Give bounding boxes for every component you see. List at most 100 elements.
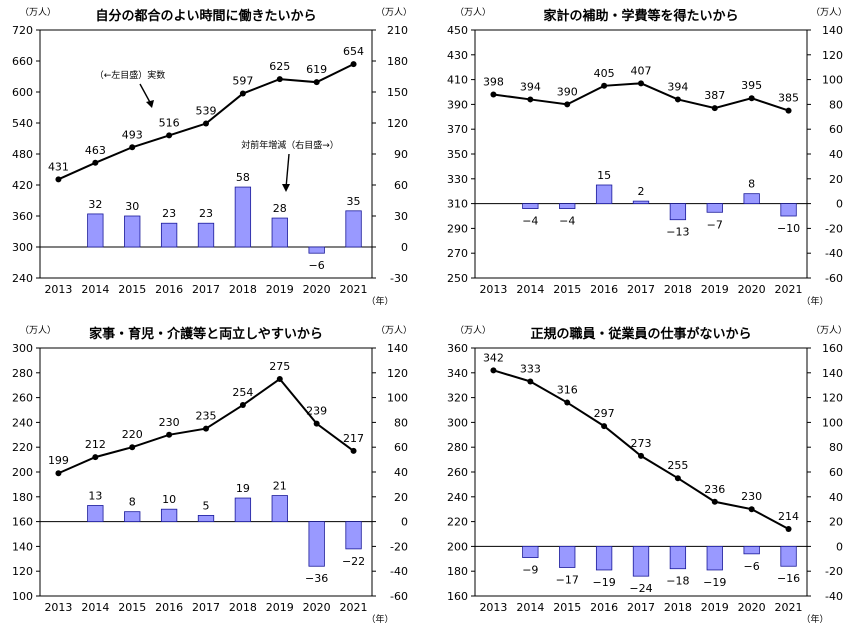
c3-x-tick-label: 2014 (81, 601, 109, 614)
chart-panel-3: 家事・育児・介護等と両立しやすいから （万人） （万人） 100 120 140 160 18… (0, 318, 430, 633)
c3-left-tick-label: 200 (12, 466, 33, 479)
c1-line-label: 516 (159, 116, 180, 129)
c2-right-tick-label: -60 (825, 272, 843, 285)
c4-line-label: 316 (557, 384, 578, 397)
c2-right-tick-label: 80 (829, 98, 843, 111)
c1-annotation-actual: （←左目盛）実数 (95, 69, 166, 81)
c1-bar (308, 246, 325, 254)
c4-left-tick-label: 320 (447, 392, 468, 405)
c1-x-tick-label: 2019 (266, 283, 294, 296)
c4-line-point (490, 367, 497, 374)
c2-line-label: 394 (520, 80, 541, 93)
c4-right-tick-label: 80 (829, 441, 843, 454)
c2-x-tick-label: 2015 (553, 283, 581, 296)
c4-bar (706, 545, 723, 571)
c3-right-tick-label: 20 (394, 491, 408, 504)
c2-line-label: 405 (594, 67, 615, 80)
chart-4-svg: 正規の職員・従業員の仕事がないから（万人） （万人）160180200220240… (447, 325, 847, 625)
c3-left-tick-label: 260 (12, 392, 33, 405)
c2-line-point (785, 107, 792, 114)
c2-line-point (674, 96, 681, 103)
c1-line-point (166, 132, 173, 139)
c4-right-tick-label: 40 (829, 491, 843, 504)
c4-left-tick-label: 300 (447, 416, 468, 429)
c3-bar-label: 13 (88, 489, 102, 502)
c4-x-tick-label: 2015 (553, 601, 581, 614)
c4-x-tick-label: 2016 (590, 601, 618, 614)
c3-line-label: 275 (269, 360, 290, 373)
c1-right-unit: （万人） (376, 7, 412, 18)
c2-right-tick-label: 100 (822, 74, 843, 87)
c1-bar (345, 210, 362, 248)
c2-line-label: 395 (741, 79, 762, 92)
c1-annotation-arrowhead-2 (282, 184, 290, 192)
c1-bar (197, 222, 215, 248)
c4-right-tick-label: 160 (822, 342, 843, 355)
c4-bar-label: −19 (593, 576, 616, 589)
c3-line-point (92, 454, 99, 461)
c3-x-tick-label: 2018 (229, 601, 257, 614)
c2-line-label: 387 (704, 89, 725, 102)
c2-line-point (527, 96, 534, 103)
chart-3-svg: 家事・育児・介護等と両立しやすいから（万人） （万人）10012014016018… (12, 325, 412, 625)
c4-x-tick-label: 2021 (775, 601, 803, 614)
c3-line-point (313, 420, 320, 427)
c1-left-tick-label: 360 (12, 210, 33, 223)
c3-line-label: 199 (48, 454, 69, 467)
c2-left-tick-label: 370 (447, 123, 468, 136)
c4-x-tick-label: 2020 (738, 601, 766, 614)
c1-bar-label: 58 (236, 171, 250, 184)
c2-left-tick-label: 430 (447, 49, 468, 62)
c3-right-tick-label: 100 (387, 392, 408, 405)
c3-right-tick-label: -20 (390, 540, 408, 553)
c1-x-tick-label: 2020 (303, 283, 331, 296)
c4-line-point (527, 378, 534, 385)
c1-bar (124, 215, 141, 248)
c3-line-label: 217 (343, 432, 364, 445)
c4-x-tick-label: 2019 (701, 601, 729, 614)
c3-x-unit: （年） (366, 613, 393, 625)
c3-left-tick-label: 180 (12, 491, 33, 504)
c3-left-tick-label: 220 (12, 441, 33, 454)
c2-line-point (711, 105, 718, 112)
c3-bar-label: 5 (203, 499, 210, 512)
c4-right-tick-label: -20 (825, 565, 843, 578)
c1-left-tick-label: 600 (12, 86, 33, 99)
c2-line-label: 385 (778, 92, 799, 105)
c4-line-label: 255 (667, 459, 688, 472)
c1-x-tick-label: 2015 (118, 283, 146, 296)
c3-bar-label: 21 (273, 480, 287, 493)
c4-bar (522, 545, 539, 558)
c2-line-label: 390 (557, 85, 578, 98)
c2-bar-label: −13 (666, 226, 689, 239)
c3-chart-title: 家事・育児・介護等と両立しやすいから (89, 326, 323, 342)
c2-chart-title: 家計の補助・学費等を得たいから (543, 8, 738, 24)
c1-chart-title: 自分の都合のよい時間に働きたいから (95, 8, 316, 24)
c3-right-tick-label: -60 (390, 590, 408, 603)
c1-x-tick-label: 2021 (340, 283, 368, 296)
c1-line-label: 654 (343, 45, 364, 58)
c3-right-tick-label: 80 (394, 416, 408, 429)
c4-line-label: 297 (594, 407, 615, 420)
c3-right-tick-label: 60 (394, 441, 408, 454)
c2-x-tick-label: 2013 (479, 283, 507, 296)
c1-bar (234, 186, 252, 248)
c4-left-unit: （万人） (455, 325, 491, 336)
c1-right-tick-label: 180 (387, 55, 408, 68)
c3-left-unit: （万人） (20, 325, 56, 336)
c1-right-tick-label: 0 (401, 241, 408, 254)
c1-line-label: 493 (122, 128, 143, 141)
c2-bar-label: 15 (597, 169, 611, 182)
c3-right-tick-label: -40 (390, 565, 408, 578)
c1-left-tick-label: 480 (12, 148, 33, 161)
c1-line-label: 625 (269, 60, 290, 73)
c1-line-point (313, 79, 320, 86)
c4-line-point (564, 399, 571, 406)
c4-bar (632, 545, 650, 577)
c1-right-tick-label: -30 (390, 272, 408, 285)
c1-left-tick-label: 660 (12, 55, 33, 68)
c2-bar-label: −4 (559, 215, 575, 228)
c4-x-tick-label: 2014 (516, 601, 544, 614)
c2-x-unit: （年） (801, 295, 828, 307)
c3-line-point (350, 447, 357, 454)
